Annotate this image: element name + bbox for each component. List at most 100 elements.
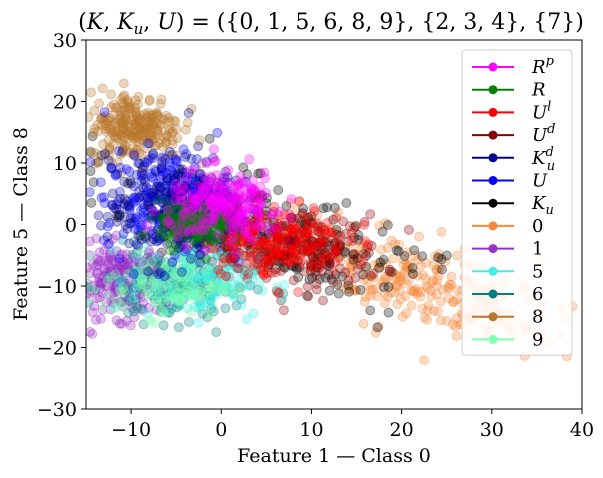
data-point [133,240,144,251]
data-point [216,194,227,205]
data-point [249,221,260,232]
data-point [148,206,159,217]
data-point [419,355,430,366]
data-point [112,169,123,180]
data-point [433,252,444,263]
data-point [324,240,335,251]
data-point [266,267,277,278]
data-point [90,261,101,272]
data-point [405,258,416,269]
data-point [305,265,316,276]
data-point [167,150,177,160]
data-point [295,250,306,261]
data-point [178,184,189,195]
data-point [307,240,318,251]
data-point [151,212,161,223]
data-point [421,281,432,292]
data-point [289,253,300,264]
data-point [283,238,294,249]
data-point [399,268,410,278]
data-point [412,254,423,265]
data-point [108,99,119,110]
legend-marker [488,130,498,140]
data-point [96,255,106,266]
data-point [409,245,420,256]
data-point [308,252,319,263]
data-point [257,191,268,202]
legend-label: 1 [532,239,543,260]
data-point [109,274,120,285]
data-point [253,193,264,204]
data-point [193,141,204,152]
data-point [443,283,454,294]
data-point [415,260,426,271]
x-tick-label: 40 [570,419,594,441]
data-point [134,158,145,169]
data-point [168,191,179,202]
data-point [253,221,264,232]
data-point [313,256,324,267]
data-point [398,254,409,265]
data-point [277,251,288,261]
data-point [406,300,417,311]
data-point [191,201,202,212]
data-point [205,210,216,221]
data-point [117,265,128,275]
data-point [307,261,318,272]
data-point [258,247,269,258]
data-point [138,268,149,279]
data-point [119,199,130,209]
data-point [117,144,128,155]
data-point [351,259,362,269]
data-point [232,205,243,216]
data-point [144,138,155,149]
data-point [177,273,188,284]
data-point [416,287,426,297]
data-point [228,203,239,213]
data-point [403,275,414,286]
data-point [103,155,114,166]
data-point [225,186,236,197]
data-point [151,107,162,118]
data-point [200,245,211,256]
data-point [332,279,343,290]
data-point [333,288,344,299]
data-point [392,299,403,310]
data-point [451,294,462,305]
data-point [86,236,95,247]
data-point [391,273,402,283]
data-point [444,279,455,290]
data-point [310,224,321,235]
data-point [255,251,266,262]
data-point [261,273,272,283]
data-point [303,291,314,302]
data-point [212,188,223,199]
data-point [400,291,411,302]
data-point [346,281,357,292]
data-point [174,164,185,175]
data-point [316,222,327,232]
data-point [271,247,281,257]
data-point [134,248,144,259]
data-point [353,249,364,260]
data-point [155,209,166,220]
data-point [187,182,198,193]
legend-marker [488,221,498,231]
data-point [51,308,60,317]
data-point [86,326,95,337]
data-point [143,266,154,277]
data-point [215,246,226,257]
data-point [116,105,127,116]
data-point [223,237,234,248]
data-point [321,250,332,261]
data-point [386,235,397,246]
data-point [115,265,126,275]
data-point [200,208,211,218]
data-point [173,216,183,227]
data-point [320,228,331,239]
data-point [117,256,128,267]
data-point [261,253,272,264]
data-point [299,266,310,277]
data-point [389,239,400,250]
data-point [317,234,328,245]
